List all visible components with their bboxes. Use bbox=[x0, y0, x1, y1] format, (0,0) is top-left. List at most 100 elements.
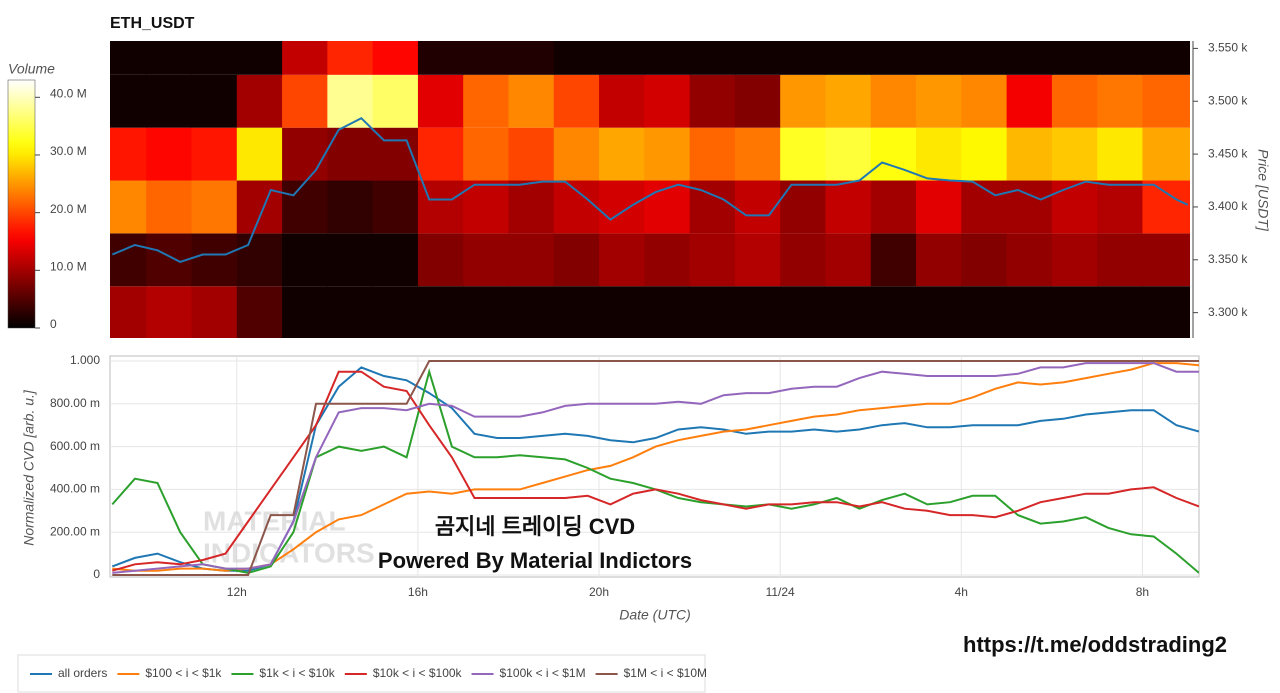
heatmap-cell bbox=[508, 74, 555, 128]
heatmap-cell bbox=[1142, 286, 1190, 338]
heatmap-cell bbox=[191, 41, 238, 75]
heatmap-cell bbox=[870, 41, 917, 75]
heatmap-cell bbox=[282, 180, 328, 234]
plot-frame bbox=[109, 355, 1200, 578]
heatmap-cell bbox=[644, 74, 691, 128]
heatmap-cell bbox=[236, 74, 283, 128]
colorbar-tick-label: 0 bbox=[50, 317, 57, 331]
heatmap-cell bbox=[372, 74, 419, 128]
heatmap-cell bbox=[961, 233, 1008, 287]
heatmap-cell bbox=[282, 127, 328, 181]
heatmap-cell bbox=[191, 127, 238, 181]
heatmap-cell bbox=[327, 286, 374, 338]
heatmap-cell bbox=[599, 127, 645, 181]
heatmap-cell bbox=[825, 74, 872, 128]
heatmap-cell bbox=[734, 286, 781, 338]
legend-label: $100k < i < $1M bbox=[500, 666, 586, 680]
heatmap-cell bbox=[1097, 41, 1144, 75]
heatmap-cell bbox=[689, 127, 736, 181]
heatmap-cell bbox=[327, 180, 374, 234]
heatmap-cell bbox=[110, 74, 147, 128]
colorbar-tick-label: 40.0 M bbox=[50, 86, 87, 100]
heatmap-cell bbox=[146, 286, 193, 338]
heatmap-cell bbox=[825, 41, 872, 75]
heatmap-cell bbox=[780, 41, 827, 75]
heatmap-cell bbox=[553, 127, 600, 181]
heatmap-cell bbox=[689, 286, 736, 338]
heatmap-cell bbox=[916, 233, 962, 287]
heatmap-cell bbox=[644, 233, 691, 287]
annotation: Powered By Material Indictors bbox=[378, 548, 692, 573]
heatmap-cell bbox=[417, 74, 464, 128]
heatmap-cell bbox=[599, 286, 645, 338]
y-tick-label: 200.00 m bbox=[50, 524, 100, 538]
heatmap-cell bbox=[916, 41, 962, 75]
colorbar-tick-label: 30.0 M bbox=[50, 144, 87, 158]
x-tick-label: 12h bbox=[227, 585, 247, 599]
y-tick-label: 800.00 m bbox=[50, 396, 100, 410]
heatmap-cell bbox=[463, 180, 510, 234]
x-tick-label: 11/24 bbox=[766, 585, 795, 599]
colorbar bbox=[7, 79, 36, 329]
heatmap-cell bbox=[961, 127, 1008, 181]
heatmap-cell bbox=[780, 74, 827, 128]
heatmap-cell bbox=[1051, 41, 1098, 75]
heatmap-cell bbox=[191, 180, 238, 234]
heatmap-cell bbox=[1006, 286, 1053, 338]
heatmap-cell bbox=[1097, 286, 1144, 338]
heatmap-cell bbox=[110, 233, 147, 287]
heatmap-cell bbox=[689, 233, 736, 287]
heatmap-cell bbox=[599, 180, 645, 234]
heatmap-cell bbox=[417, 233, 464, 287]
heatmap-cell bbox=[191, 286, 238, 338]
heatmap-cell bbox=[825, 286, 872, 338]
heatmap-cell bbox=[1051, 127, 1098, 181]
heatmap-cell bbox=[1006, 127, 1053, 181]
heatmap-cell bbox=[734, 74, 781, 128]
heatmap-cell bbox=[780, 127, 827, 181]
heatmap-cell bbox=[1006, 74, 1053, 128]
heatmap-cell bbox=[870, 180, 917, 234]
legend-label: $1M < i < $10M bbox=[624, 666, 707, 680]
y-tick-label: 3.550 k bbox=[1208, 41, 1248, 55]
heatmap-cell bbox=[1006, 41, 1053, 75]
cvd-line bbox=[112, 370, 1199, 572]
heatmap-cell bbox=[282, 233, 328, 287]
heatmap-cell bbox=[463, 233, 510, 287]
heatmap-cell bbox=[327, 74, 374, 128]
heatmap-cell bbox=[327, 233, 374, 287]
heatmap-cell bbox=[282, 41, 328, 75]
heatmap-cell bbox=[146, 180, 193, 234]
heatmap-cell bbox=[644, 127, 691, 181]
heatmap-cell bbox=[236, 41, 283, 75]
y-tick-label: 3.450 k bbox=[1208, 146, 1248, 160]
heatmap-cell bbox=[689, 41, 736, 75]
heatmap-cell bbox=[508, 286, 555, 338]
annotation: 곰지네 트레이딩 CVD bbox=[435, 514, 635, 539]
heatmap-cell bbox=[1142, 74, 1190, 128]
heatmap-cell bbox=[916, 74, 962, 128]
heatmap-cell bbox=[236, 233, 283, 287]
x-tick-label: 4h bbox=[955, 585, 968, 599]
heatmap-cell bbox=[1097, 74, 1144, 128]
heatmap-cell bbox=[236, 127, 283, 181]
heatmap-cell bbox=[508, 233, 555, 287]
heatmap-cell bbox=[417, 127, 464, 181]
y-tick-label: 3.350 k bbox=[1208, 252, 1248, 266]
heatmap-cell bbox=[916, 180, 962, 234]
heatmap-cell bbox=[870, 233, 917, 287]
x-tick-label: 16h bbox=[408, 585, 428, 599]
legend-label: all orders bbox=[58, 666, 107, 680]
y-tick-label: 1.000 bbox=[70, 353, 100, 367]
heatmap-cell bbox=[110, 180, 147, 234]
heatmap-cell bbox=[146, 127, 193, 181]
heatmap-cell bbox=[961, 286, 1008, 338]
heatmap-cell bbox=[599, 41, 645, 75]
x-axis-title: Date (UTC) bbox=[619, 607, 691, 623]
heatmap-cell bbox=[1097, 127, 1144, 181]
heatmap-cell bbox=[1006, 233, 1053, 287]
heatmap-cell bbox=[553, 180, 600, 234]
heatmap-cell bbox=[463, 41, 510, 75]
heatmap-cell bbox=[508, 41, 555, 75]
